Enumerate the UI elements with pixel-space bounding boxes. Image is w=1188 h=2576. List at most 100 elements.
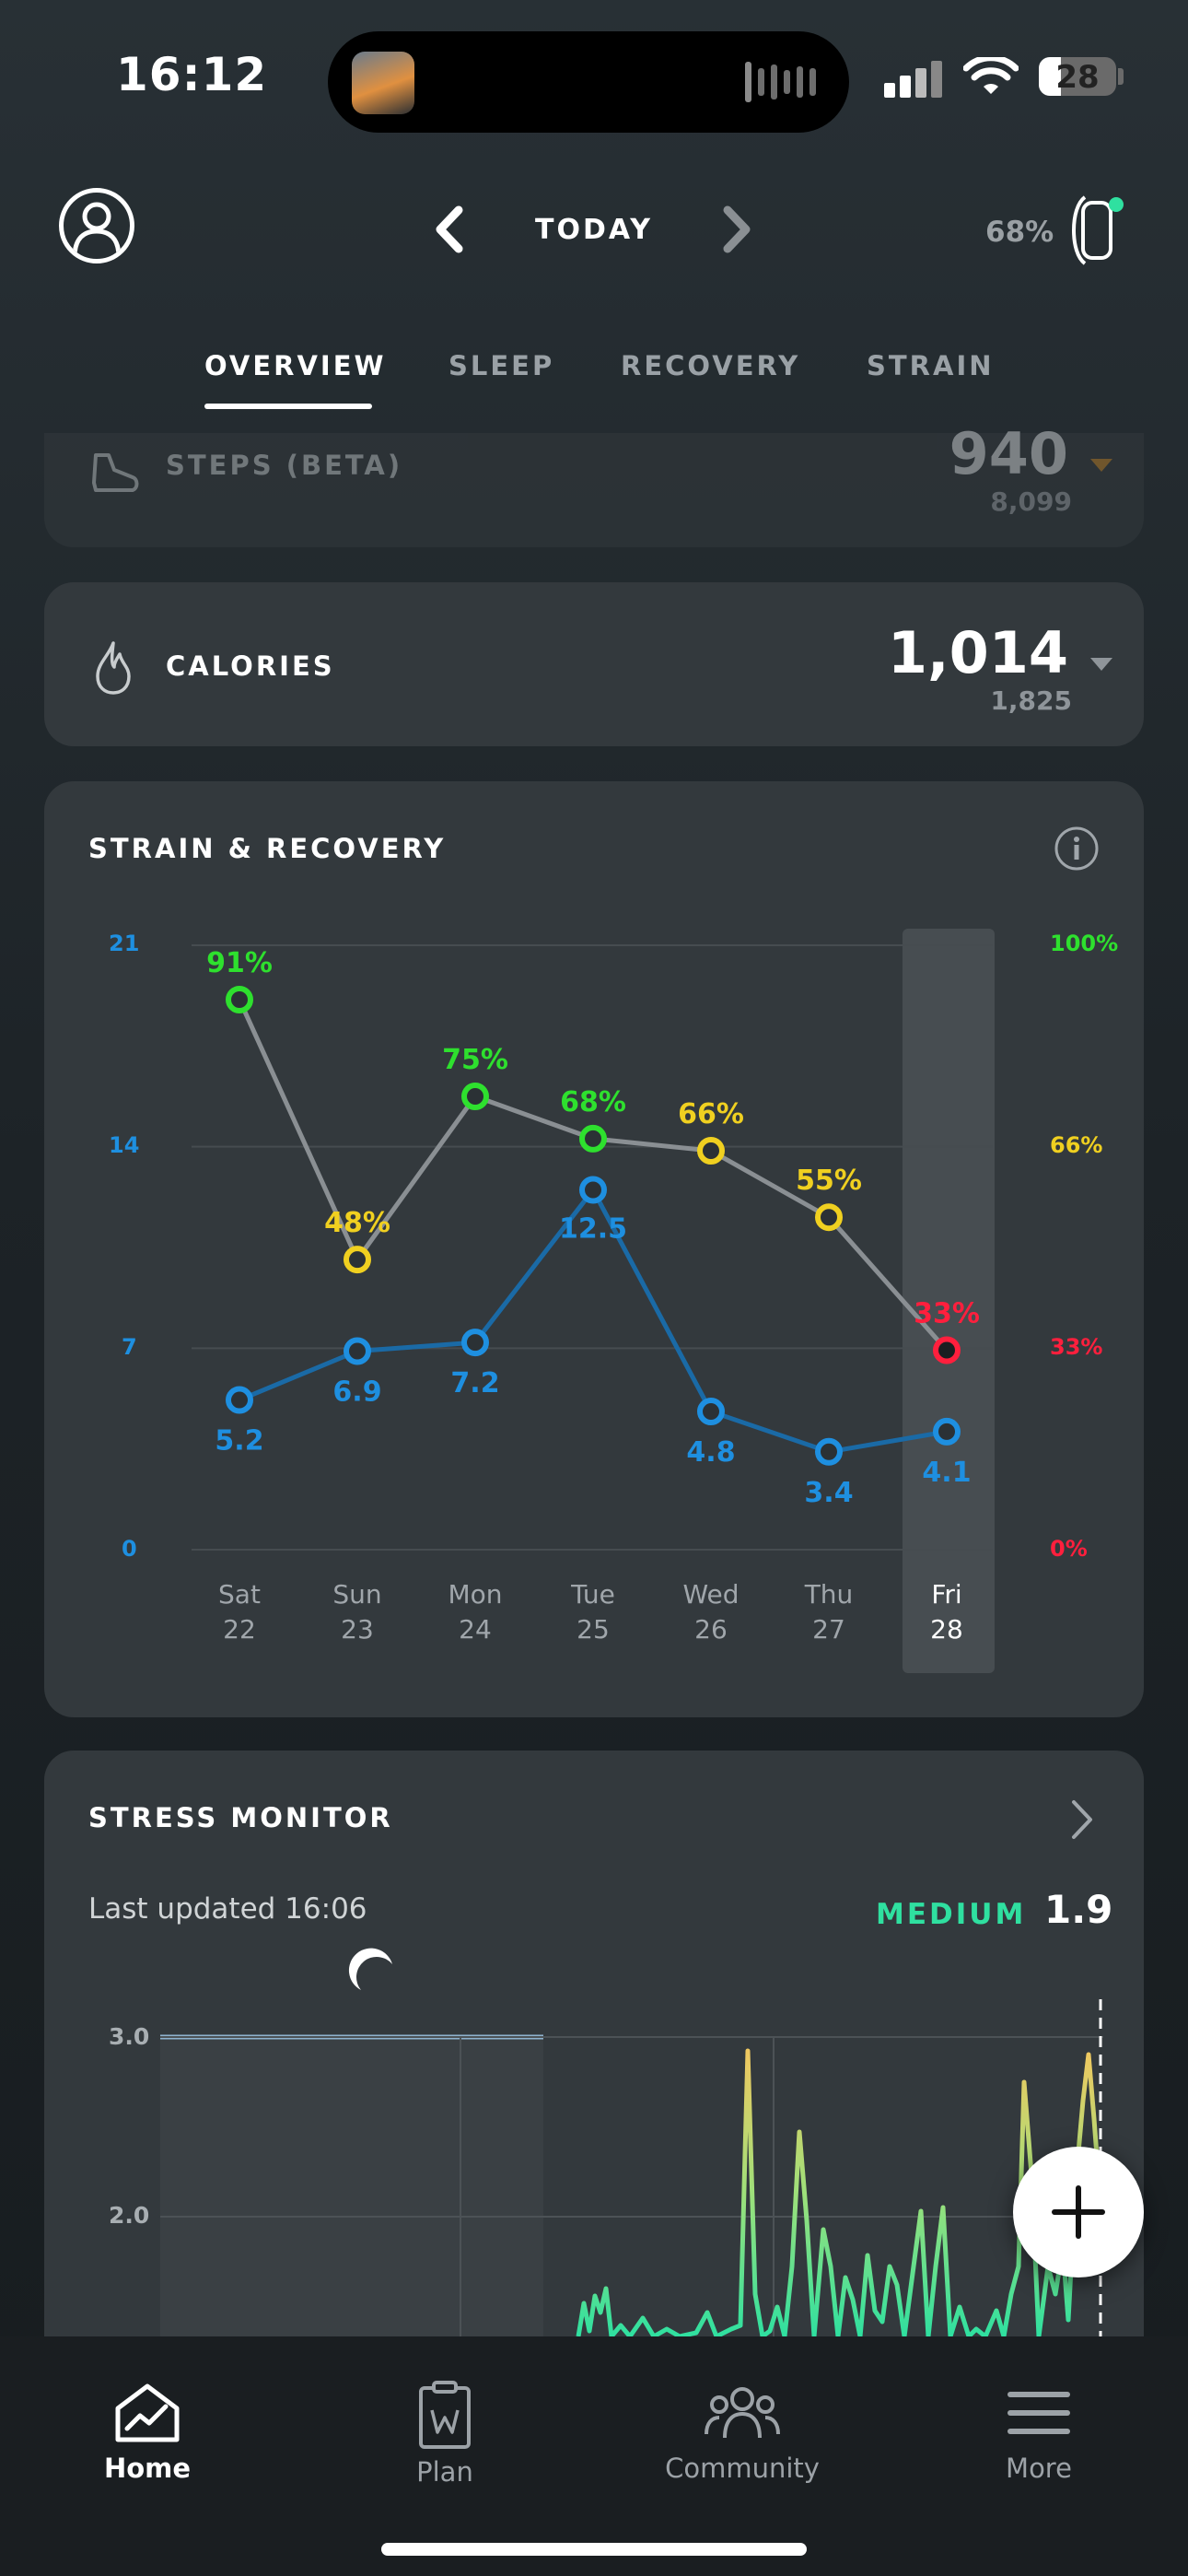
active-tab-indicator xyxy=(204,404,372,409)
calories-value: 1,014 xyxy=(887,619,1068,686)
x-axis-day-label[interactable]: Fri 28 xyxy=(901,1577,993,1647)
recovery-point xyxy=(697,1137,725,1165)
left-axis-tick: 7 xyxy=(122,1334,137,1360)
nav-more-label: More xyxy=(1006,2453,1072,2484)
people-icon xyxy=(705,2387,780,2439)
stress-monitor-title: STRESS MONITOR xyxy=(88,1802,393,1833)
nav-community[interactable]: Community xyxy=(641,2381,844,2484)
add-activity-button[interactable] xyxy=(1013,2147,1144,2277)
profile-avatar-button[interactable] xyxy=(59,188,134,263)
day-date: 22 xyxy=(223,1614,256,1645)
recovery-value-label: 66% xyxy=(678,1098,744,1130)
day-name: Sun xyxy=(332,1579,382,1610)
recovery-point xyxy=(226,986,253,1014)
day-name: Thu xyxy=(804,1579,854,1610)
stress-level-label: MEDIUM xyxy=(876,1898,1027,1931)
day-date: 24 xyxy=(459,1614,492,1645)
bottom-navigation: Home Plan Community More xyxy=(0,2336,1188,2576)
strain-recovery-card: STRAIN & RECOVERY 21 14 7 0 100% 66% 33%… xyxy=(44,781,1144,1717)
status-time: 16:12 xyxy=(116,48,268,101)
steps-card[interactable]: STEPS (BETA) 940 8,099 xyxy=(44,420,1144,547)
right-axis-tick: 0% xyxy=(1050,1536,1088,1562)
steps-value: 940 xyxy=(949,420,1068,487)
recovery-value-label: 75% xyxy=(442,1044,508,1076)
strain-point xyxy=(579,1176,607,1204)
dynamic-island[interactable] xyxy=(328,31,849,133)
previous-day-button[interactable] xyxy=(429,205,472,254)
wifi-icon xyxy=(963,57,1019,94)
tab-sleep[interactable]: SLEEP xyxy=(448,350,555,381)
flame-icon xyxy=(96,641,131,695)
device-battery-percent: 68% xyxy=(985,216,1054,249)
wearable-band-icon[interactable] xyxy=(1068,193,1124,267)
recovery-value-label: 55% xyxy=(796,1165,862,1197)
strain-recovery-title: STRAIN & RECOVERY xyxy=(88,833,447,864)
x-axis-day-label[interactable]: Sat 22 xyxy=(193,1577,285,1647)
calories-caret-icon xyxy=(1090,658,1112,671)
recovery-value-label: 48% xyxy=(324,1207,390,1239)
steps-goal: 8,099 xyxy=(990,486,1072,517)
recovery-value-label: 68% xyxy=(560,1086,626,1118)
strain-value-label: 3.4 xyxy=(804,1477,853,1509)
x-axis-day-label[interactable]: Tue 25 xyxy=(547,1577,639,1647)
strain-value-label: 4.8 xyxy=(686,1436,735,1469)
chevron-right-icon[interactable] xyxy=(1065,1797,1098,1843)
recovery-point xyxy=(815,1203,843,1232)
cellular-signal-icon xyxy=(884,61,942,98)
tab-strain[interactable]: STRAIN xyxy=(867,350,995,381)
strain-value-label: 6.9 xyxy=(332,1376,381,1408)
tab-overview[interactable]: OVERVIEW xyxy=(204,350,387,381)
strain-point xyxy=(461,1329,489,1357)
strain-point xyxy=(344,1337,371,1365)
strain-value-label: 5.2 xyxy=(215,1425,263,1458)
day-date: 25 xyxy=(577,1614,610,1645)
left-axis-tick: 21 xyxy=(109,931,140,956)
day-date: 28 xyxy=(930,1614,963,1645)
date-label[interactable]: TODAY xyxy=(535,214,653,246)
recovery-point xyxy=(933,1336,961,1364)
day-name: Mon xyxy=(448,1579,503,1610)
recovery-value-label: 33% xyxy=(914,1298,980,1330)
strain-point xyxy=(933,1417,961,1446)
x-axis-day-label[interactable]: Thu 27 xyxy=(783,1577,875,1647)
stress-chart xyxy=(160,1948,1103,2336)
nav-home-label: Home xyxy=(103,2453,192,2484)
battery-nub xyxy=(1118,68,1124,85)
selected-day-highlight[interactable] xyxy=(903,929,995,1673)
now-playing-artwork[interactable] xyxy=(352,52,414,114)
nav-home[interactable]: Home xyxy=(46,2381,249,2484)
next-day-button[interactable] xyxy=(715,205,757,254)
strain-value-label: 4.1 xyxy=(922,1457,971,1489)
hamburger-menu-icon xyxy=(1007,2392,1070,2434)
home-chart-icon xyxy=(115,2383,180,2442)
day-date: 26 xyxy=(694,1614,728,1645)
day-name: Fri xyxy=(931,1579,962,1610)
sleep-period-shade xyxy=(160,2036,543,2336)
info-icon[interactable] xyxy=(1054,825,1100,872)
battery-level: 28 xyxy=(1055,59,1100,96)
shoe-icon xyxy=(92,453,139,492)
nav-plan[interactable]: Plan xyxy=(344,2381,546,2488)
nav-more[interactable]: More xyxy=(938,2381,1140,2484)
stress-y-tick: 3.0 xyxy=(109,2023,150,2050)
nav-plan-label: Plan xyxy=(416,2456,473,2488)
tab-recovery[interactable]: RECOVERY xyxy=(621,350,801,381)
recovery-value-label: 91% xyxy=(206,947,273,979)
x-axis-day-label[interactable]: Mon 24 xyxy=(429,1577,521,1647)
strain-point xyxy=(815,1437,843,1466)
left-axis-tick: 14 xyxy=(109,1132,140,1158)
calories-goal: 1,825 xyxy=(990,685,1072,716)
strain-point xyxy=(697,1398,725,1426)
audio-waveform-icon xyxy=(745,59,816,105)
battery-icon: 28 xyxy=(1039,57,1116,96)
x-axis-day-label[interactable]: Wed 26 xyxy=(665,1577,757,1647)
stress-trace-line xyxy=(576,2048,1102,2336)
x-axis-day-label[interactable]: Sun 23 xyxy=(311,1577,403,1647)
strain-value-label: 12.5 xyxy=(559,1213,627,1246)
stress-last-updated: Last updated 16:06 xyxy=(88,1892,367,1926)
day-name: Sat xyxy=(218,1579,261,1610)
recovery-point xyxy=(461,1083,489,1110)
stress-monitor-card[interactable]: STRESS MONITOR Last updated 16:06 MEDIUM… xyxy=(44,1751,1144,2395)
calories-card[interactable]: CALORIES 1,014 1,825 xyxy=(44,582,1144,746)
steps-caret-icon xyxy=(1090,459,1112,472)
